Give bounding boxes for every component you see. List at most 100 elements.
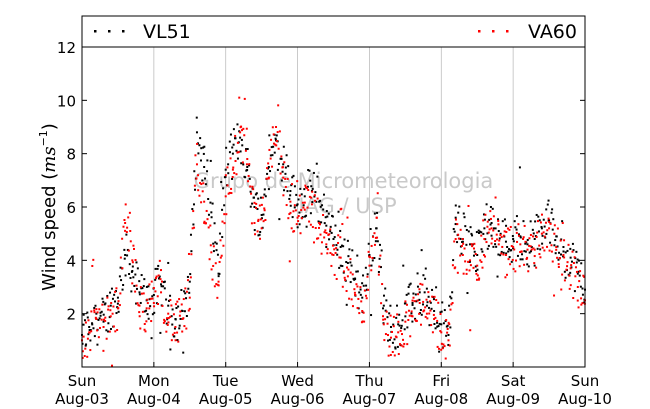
data-point xyxy=(436,325,439,328)
data-point xyxy=(259,196,262,199)
data-point xyxy=(544,221,547,224)
data-point xyxy=(583,275,586,278)
data-point xyxy=(288,213,291,216)
x-tick-label-date: Aug-03 xyxy=(55,390,109,408)
data-point xyxy=(296,180,299,183)
data-point xyxy=(510,249,513,252)
data-point xyxy=(257,218,260,221)
data-point xyxy=(570,260,573,263)
data-point xyxy=(285,154,288,157)
data-point xyxy=(419,308,422,311)
data-point xyxy=(481,250,484,253)
data-point xyxy=(551,208,554,211)
data-point xyxy=(286,190,289,193)
data-point xyxy=(388,312,391,315)
data-point xyxy=(135,302,138,305)
data-point xyxy=(101,297,104,300)
data-point xyxy=(240,138,243,141)
data-point xyxy=(440,310,443,313)
data-point xyxy=(239,150,242,153)
data-point xyxy=(469,259,472,262)
data-point xyxy=(238,96,241,99)
data-point xyxy=(541,246,544,249)
data-point xyxy=(555,246,558,248)
data-point xyxy=(156,267,159,270)
data-point xyxy=(186,279,189,282)
data-point xyxy=(479,230,482,233)
data-point xyxy=(555,235,558,238)
data-point xyxy=(532,235,535,238)
data-point xyxy=(105,337,108,340)
data-point xyxy=(96,311,99,314)
data-point xyxy=(192,223,195,226)
data-point xyxy=(354,294,357,296)
data-point xyxy=(314,226,317,229)
data-point xyxy=(407,319,410,322)
data-point xyxy=(512,240,515,243)
data-point xyxy=(460,252,463,255)
data-point xyxy=(518,166,521,169)
data-point xyxy=(481,266,484,269)
data-point xyxy=(152,287,155,290)
data-point xyxy=(142,292,145,295)
data-point xyxy=(289,194,292,197)
data-point xyxy=(144,330,147,333)
data-point xyxy=(407,286,410,289)
data-point xyxy=(492,227,495,230)
data-point xyxy=(545,208,548,211)
data-point xyxy=(567,243,570,246)
data-point xyxy=(284,172,287,175)
data-point xyxy=(393,354,396,357)
data-point xyxy=(246,168,249,171)
data-point xyxy=(129,229,132,232)
data-point xyxy=(577,270,580,273)
data-point xyxy=(182,298,185,301)
data-point xyxy=(424,267,427,270)
data-point xyxy=(208,258,211,261)
data-point xyxy=(524,242,527,245)
data-point xyxy=(133,284,136,287)
data-point xyxy=(535,213,538,216)
data-point xyxy=(382,294,385,297)
legend-marker-dot xyxy=(108,30,111,33)
data-point xyxy=(140,292,143,295)
y-tick-label: 6 xyxy=(66,199,76,217)
data-point xyxy=(98,317,101,320)
data-point xyxy=(202,146,205,149)
data-point xyxy=(579,285,582,288)
data-point xyxy=(433,295,436,298)
data-point xyxy=(202,152,205,155)
data-point xyxy=(492,229,495,232)
data-point xyxy=(366,275,369,278)
legend-label-vl51: VL51 xyxy=(143,21,191,43)
data-point xyxy=(95,312,98,315)
data-point xyxy=(260,214,263,216)
data-point xyxy=(398,313,401,316)
data-point xyxy=(576,286,579,288)
data-point xyxy=(449,308,452,311)
data-point xyxy=(325,243,328,246)
data-point xyxy=(310,185,313,188)
y-tick-label: 8 xyxy=(66,146,76,164)
data-point xyxy=(85,343,88,346)
data-point xyxy=(418,298,421,301)
data-point xyxy=(96,343,99,346)
data-point xyxy=(431,295,434,298)
data-point xyxy=(344,278,347,281)
data-point xyxy=(210,211,213,214)
data-point xyxy=(482,254,485,257)
data-point xyxy=(297,198,300,201)
data-point xyxy=(505,273,508,276)
axis-ticks: 24681012SunAug-03MonAug-04TueAug-05WedAu… xyxy=(55,16,612,408)
data-point xyxy=(487,244,490,247)
series-vl51 xyxy=(81,116,586,354)
data-point xyxy=(189,233,192,236)
legend-marker-dot xyxy=(492,30,495,33)
data-point xyxy=(134,259,137,262)
data-point xyxy=(116,307,119,310)
data-point xyxy=(222,187,225,190)
data-point xyxy=(378,265,381,268)
data-point xyxy=(418,302,421,304)
data-point xyxy=(320,241,323,244)
data-point xyxy=(442,343,445,346)
